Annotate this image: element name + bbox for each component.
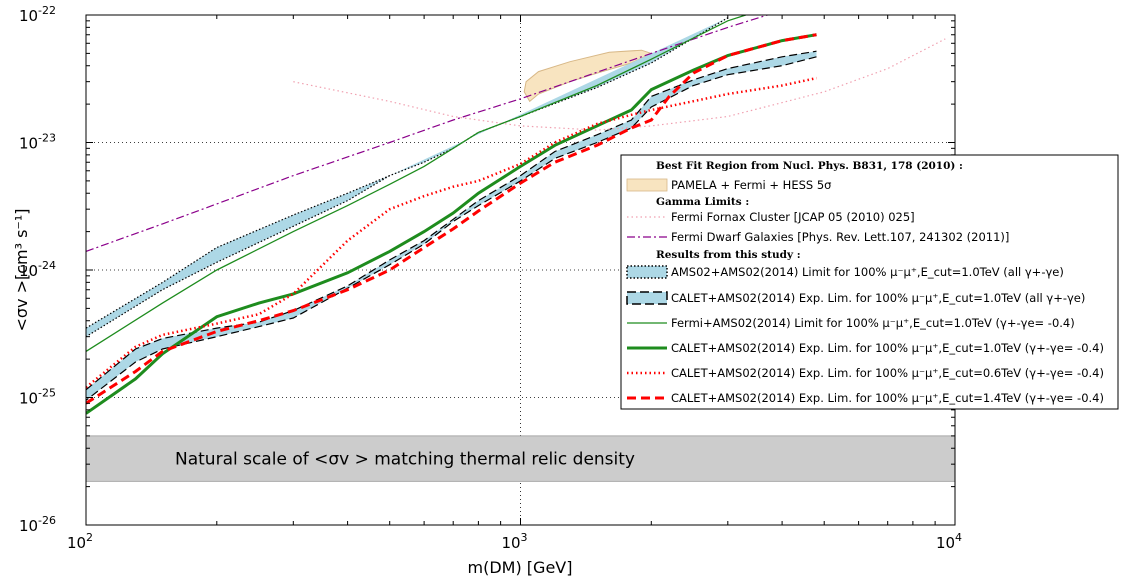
legend-label-3: AMS02+AMS02(2014) Limit for 100% μ⁻μ⁺,E_… xyxy=(671,265,1064,279)
legend-label-4: CALET+AMS02(2014) Exp. Lim. for 100% μ⁻μ… xyxy=(671,291,1085,305)
thermal-relic-band-group: Natural scale of <σv > matching thermal … xyxy=(86,435,955,482)
y-axis-label: <σv >[cm³ s⁻¹] xyxy=(12,208,31,331)
series-line-0 xyxy=(293,38,946,131)
legend-swatch-4 xyxy=(626,291,668,305)
legend-header-results: Results from this study : xyxy=(656,249,801,261)
region-2-lower-edge xyxy=(86,56,817,401)
x-axis-label: m(DM) [GeV] xyxy=(468,558,573,577)
legend-label-2: Fermi Dwarf Galaxies [Phys. Rev. Lett.10… xyxy=(671,230,1009,244)
series-line-2 xyxy=(86,15,746,352)
legend: Best Fit Region from Nucl. Phys. B831, 1… xyxy=(620,154,1119,410)
legend-label-5: Fermi+AMS02(2014) Limit for 100% μ⁻μ⁺,E_… xyxy=(671,316,1075,330)
legend-header-best-fit: Best Fit Region from Nucl. Phys. B831, 1… xyxy=(656,160,963,172)
region-2-upper-edge xyxy=(86,50,817,391)
series-line-5 xyxy=(86,33,817,405)
thermal-relic-band xyxy=(86,435,955,482)
legend-header-gamma-limits: Gamma Limits : xyxy=(656,196,749,208)
series-line-3 xyxy=(86,33,817,415)
series-lines-group xyxy=(86,15,946,415)
thermal-relic-band-label: Natural scale of <σv > matching thermal … xyxy=(175,450,635,470)
series-line-4 xyxy=(86,76,817,389)
legend-swatch-0 xyxy=(626,178,668,192)
legend-label-1: Fermi Fornax Cluster [JCAP 05 (2010) 025… xyxy=(671,210,915,224)
legend-box xyxy=(620,154,1119,410)
legend-swatch-3 xyxy=(626,265,668,279)
series-line-1 xyxy=(86,15,768,252)
legend-label-6: CALET+AMS02(2014) Exp. Lim. for 100% μ⁻μ… xyxy=(671,341,1104,355)
region-1-lower-edge xyxy=(86,175,391,338)
legend-label-0: PAMELA + Fermi + HESS 5σ xyxy=(671,178,831,192)
legend-label-7: CALET+AMS02(2014) Exp. Lim. for 100% μ⁻μ… xyxy=(671,366,1104,380)
legend-label-8: CALET+AMS02(2014) Exp. Lim. for 100% μ⁻μ… xyxy=(671,391,1104,405)
